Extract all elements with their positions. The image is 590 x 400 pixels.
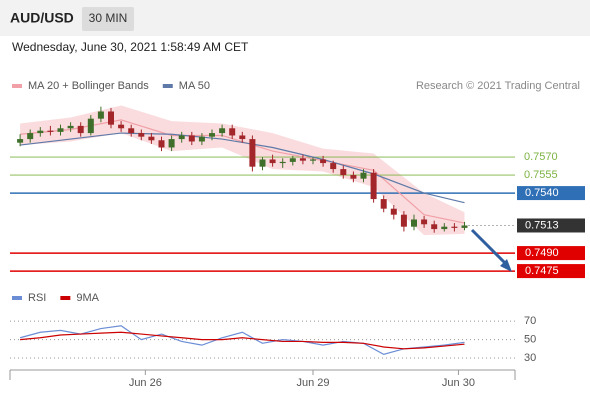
candle-body (128, 128, 135, 134)
candle-body (87, 118, 94, 134)
candle-body (178, 135, 185, 140)
y-tick-label: 70 (524, 315, 536, 327)
candle-body (310, 159, 316, 161)
candle-body (380, 199, 387, 209)
level-label: 0.7475 (525, 265, 559, 277)
series-line (19, 325, 465, 355)
candle-body (330, 163, 337, 170)
candle-body (360, 172, 367, 179)
candle-body (168, 139, 175, 148)
candle-body (431, 224, 438, 230)
interval-label[interactable]: 30 MIN (89, 11, 128, 25)
candle-body (239, 135, 246, 140)
candle-body (158, 140, 165, 148)
candle-body (249, 139, 256, 167)
x-tick-label: Jun 26 (129, 377, 162, 389)
candle-body (411, 219, 417, 227)
candle-body (229, 128, 236, 136)
candle-body (461, 225, 468, 228)
candle-body (47, 130, 54, 132)
candle-body (259, 159, 266, 167)
series-line (20, 331, 465, 350)
interval-button[interactable] (82, 7, 134, 31)
candle-body (188, 135, 195, 142)
legend-label: 9MA (76, 292, 99, 304)
candle-body (27, 133, 34, 140)
legend-label: RSI (28, 292, 46, 304)
forecast-arrowhead (500, 259, 512, 272)
y-tick-label: 30 (524, 352, 536, 364)
forecast-arrow (470, 228, 510, 268)
level-label: 0.7490 (525, 247, 559, 259)
candle-body (370, 172, 377, 200)
level-tag (517, 186, 585, 201)
y-tick-label: 50 (524, 334, 536, 346)
legend-swatch (60, 296, 71, 300)
candle-body (37, 130, 44, 134)
candle-body (108, 111, 114, 125)
candle-body (400, 214, 407, 227)
candle-body (320, 159, 327, 164)
series-line (20, 132, 465, 204)
legend-swatch (12, 84, 22, 88)
candle-body (138, 133, 145, 137)
legend-swatch (162, 84, 173, 88)
candle-body (148, 136, 155, 141)
candle-body (269, 159, 276, 164)
candle-body (118, 124, 125, 129)
candle-body (219, 128, 226, 134)
candle-body (17, 139, 24, 143)
level-tag (517, 246, 585, 261)
source: Research © 2021 Trading Central (416, 80, 580, 92)
candle-body (390, 208, 397, 215)
timestamp: Wednesday, June 30, 2021 1:58:49 AM CET (12, 40, 249, 54)
symbol: AUD/USD (10, 10, 74, 26)
x-tick-label: Jun 29 (296, 377, 329, 389)
legend-label: MA 50 (179, 80, 210, 92)
candle-body (77, 125, 84, 134)
candle-body (299, 158, 306, 161)
candle-body (279, 161, 286, 164)
level-label: 0.7570 (524, 151, 558, 163)
candle-body (57, 128, 64, 132)
candle-body (67, 125, 74, 129)
legend-label: MA 20 + Bollinger Bands (28, 80, 149, 92)
legend-swatch (12, 296, 22, 300)
candle-body (209, 133, 215, 137)
candle-body (340, 169, 347, 176)
candle-body (289, 158, 296, 162)
candle-body (198, 136, 205, 142)
level-tag (517, 218, 585, 233)
bollinger-band (20, 105, 465, 236)
candle-body (97, 111, 104, 119)
candle-body (350, 175, 357, 179)
candle-body (441, 226, 448, 230)
level-label: 0.7555 (524, 169, 558, 181)
level-label: 0.7540 (525, 187, 559, 199)
level-label: 0.7513 (525, 219, 559, 231)
level-tag (517, 264, 585, 279)
candle-body (421, 219, 428, 225)
x-tick-label: Jun 30 (442, 377, 475, 389)
candle-body (451, 226, 458, 228)
